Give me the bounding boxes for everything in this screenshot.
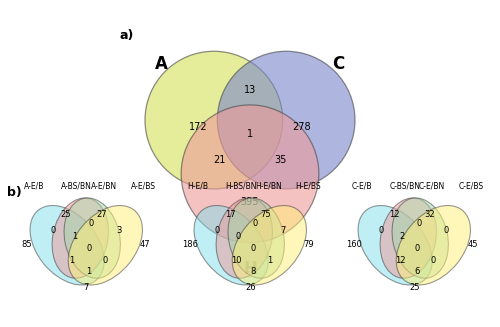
Text: 0: 0: [378, 226, 384, 235]
Ellipse shape: [52, 198, 108, 278]
Text: 27: 27: [96, 210, 107, 219]
Ellipse shape: [216, 198, 272, 278]
Circle shape: [218, 51, 355, 189]
Text: b): b): [8, 185, 22, 198]
Text: C-BS/BN: C-BS/BN: [389, 181, 420, 190]
Text: 12: 12: [388, 210, 399, 219]
Text: 75: 75: [260, 210, 271, 219]
Text: 32: 32: [424, 210, 435, 219]
Ellipse shape: [64, 198, 120, 278]
Text: 172: 172: [190, 122, 208, 132]
Text: 0: 0: [88, 219, 94, 228]
Text: 45: 45: [468, 240, 478, 249]
Text: H-E/B: H-E/B: [187, 181, 208, 190]
Text: 186: 186: [182, 240, 198, 249]
Text: A: A: [155, 55, 168, 73]
Text: 1: 1: [72, 232, 77, 241]
Text: 1: 1: [247, 129, 253, 139]
Text: 0: 0: [102, 256, 108, 265]
Ellipse shape: [232, 206, 306, 285]
Ellipse shape: [228, 198, 284, 278]
Text: A-BS/BN: A-BS/BN: [62, 181, 92, 190]
Ellipse shape: [392, 198, 448, 278]
Text: 21: 21: [214, 155, 226, 165]
Text: 0: 0: [444, 226, 449, 235]
Ellipse shape: [68, 206, 142, 285]
Text: C: C: [332, 55, 345, 73]
Text: 395: 395: [241, 197, 259, 207]
Text: A-E/B: A-E/B: [24, 181, 44, 190]
Text: 0: 0: [214, 226, 220, 235]
Circle shape: [181, 105, 319, 243]
Text: H-E/BN: H-E/BN: [255, 181, 281, 190]
Text: 12: 12: [394, 256, 405, 265]
Text: 17: 17: [224, 210, 235, 219]
Text: 7: 7: [84, 283, 89, 292]
Text: 0: 0: [50, 226, 56, 235]
Text: 7: 7: [280, 226, 285, 235]
Text: A-E/BN: A-E/BN: [91, 181, 117, 190]
Text: H-BS/BN: H-BS/BN: [225, 181, 256, 190]
Text: H-E/BS: H-E/BS: [295, 181, 320, 190]
Text: 1: 1: [86, 267, 92, 276]
Text: 3: 3: [116, 226, 121, 235]
Text: 85: 85: [21, 240, 32, 249]
Text: a): a): [120, 29, 134, 42]
Text: 1: 1: [266, 256, 272, 265]
Text: 278: 278: [292, 122, 310, 132]
Text: 47: 47: [140, 240, 150, 249]
Text: 0: 0: [236, 232, 241, 241]
Text: C-E/BS: C-E/BS: [459, 181, 484, 190]
Text: 0: 0: [252, 219, 258, 228]
Text: 13: 13: [244, 85, 256, 95]
Text: 1: 1: [70, 256, 74, 265]
Ellipse shape: [358, 206, 432, 285]
Text: C-E/B: C-E/B: [352, 181, 372, 190]
Ellipse shape: [194, 206, 268, 285]
Text: 160: 160: [346, 240, 362, 249]
Text: A-E/BS: A-E/BS: [131, 181, 156, 190]
Ellipse shape: [380, 198, 436, 278]
Text: 6: 6: [414, 267, 420, 276]
Text: 25: 25: [409, 283, 420, 292]
Circle shape: [145, 51, 282, 189]
Text: 0: 0: [430, 256, 436, 265]
Text: 2: 2: [400, 232, 405, 241]
Text: 0: 0: [416, 219, 422, 228]
Text: 0: 0: [250, 244, 256, 253]
Text: H: H: [243, 260, 257, 278]
Text: 79: 79: [304, 240, 314, 249]
Text: C-E/BN: C-E/BN: [419, 181, 446, 190]
Text: 35: 35: [274, 155, 286, 165]
Ellipse shape: [30, 206, 104, 285]
Text: 26: 26: [245, 283, 256, 292]
Text: 25: 25: [60, 210, 71, 219]
Text: 10: 10: [230, 256, 241, 265]
Text: 8: 8: [250, 267, 256, 276]
Ellipse shape: [396, 206, 470, 285]
Text: 0: 0: [414, 244, 420, 253]
Text: 0: 0: [86, 244, 92, 253]
